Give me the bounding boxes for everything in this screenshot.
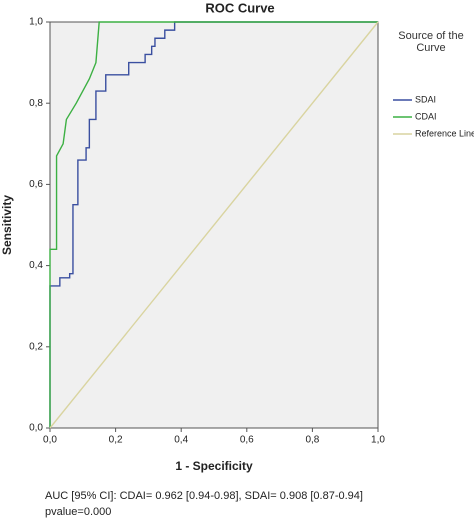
roc-line — [49, 21, 378, 428]
x-axis-label: 1 - Specificity — [175, 459, 253, 473]
legend-title: Source of the Curve — [398, 30, 464, 54]
x-tick-label: 0,4 — [174, 435, 188, 446]
chart-title: ROC Curve — [205, 0, 274, 15]
x-tick-label: 0,2 — [109, 435, 123, 446]
footnote: AUC [95% CI]: CDAI= 0.962 [0.94-0.98], S… — [45, 490, 363, 502]
y-tick-label: 0,2 — [29, 341, 43, 352]
x-tick-label: 0,8 — [305, 435, 319, 446]
x-tick-label: 0,6 — [240, 435, 254, 446]
legend-label: SDAI — [415, 94, 436, 104]
footnote: pvalue=0.000 — [45, 506, 112, 518]
legend-label: CDAI — [415, 111, 437, 121]
legend-label: Reference Line — [415, 128, 474, 138]
y-tick-label: 0,0 — [29, 423, 43, 434]
y-axis-label: Sensitivity — [0, 195, 14, 255]
roc-line — [49, 21, 378, 428]
y-tick-label: 0,4 — [29, 260, 43, 271]
x-tick-label: 0,0 — [43, 435, 57, 446]
y-tick-label: 0,8 — [29, 98, 43, 109]
x-tick-label: 1,0 — [371, 435, 385, 446]
y-tick-label: 0,6 — [29, 179, 43, 190]
y-tick-label: 1,0 — [29, 17, 43, 28]
roc-line — [49, 21, 379, 429]
